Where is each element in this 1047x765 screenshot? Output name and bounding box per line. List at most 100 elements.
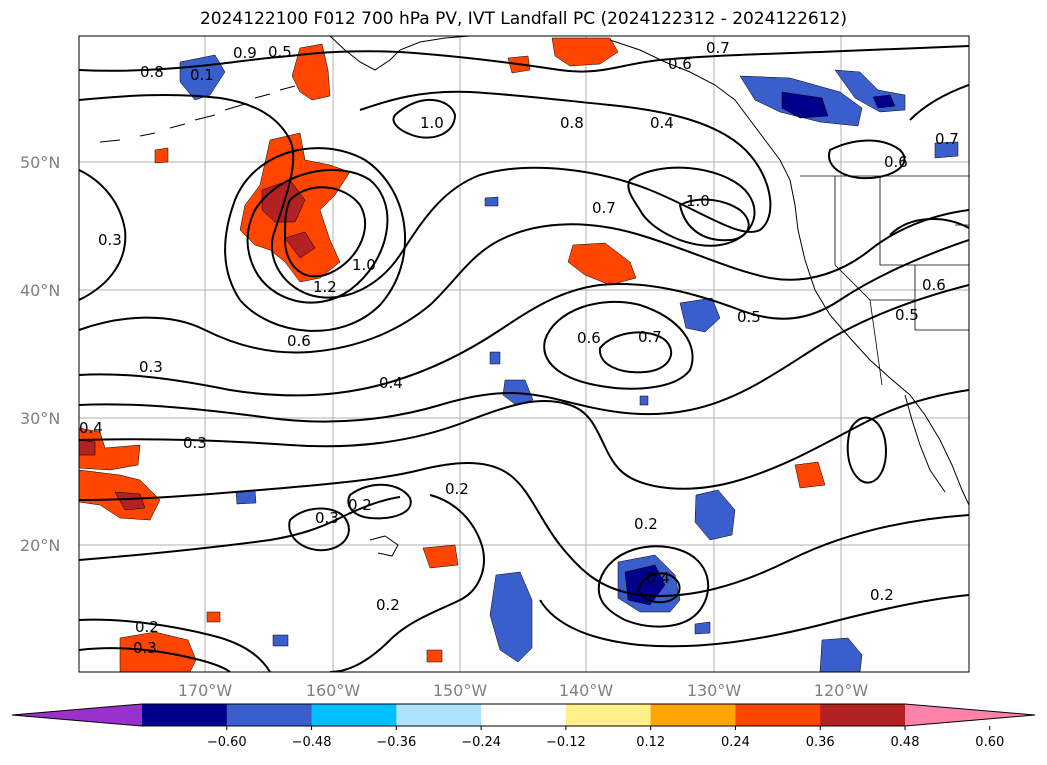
contour-label: 0.2 <box>445 480 469 498</box>
colorbar-segment <box>650 704 736 726</box>
contour-label: 0.4 <box>646 569 670 587</box>
contour-line <box>638 572 681 604</box>
contour-line <box>79 239 969 397</box>
contour-line <box>597 545 710 628</box>
contour-label: 0.3 <box>183 434 207 452</box>
colorbar-tick-label: 0.36 <box>806 735 835 750</box>
lon-label: 140°W <box>559 681 614 700</box>
colorbar-tick-label: 0.12 <box>636 735 665 750</box>
lat-label: 20°N <box>20 536 60 555</box>
colorbar-tick-label: −0.60 <box>207 735 247 750</box>
colorbar-segment <box>481 704 567 726</box>
contour-label: 0.3 <box>98 231 122 249</box>
colorbar-segments <box>11 703 1036 727</box>
contour-label: 0.6 <box>922 276 946 294</box>
contour-label: 0.2 <box>376 596 400 614</box>
positive-anomaly-core <box>114 491 146 511</box>
positive-anomaly-core <box>79 439 96 456</box>
colorbar-extend-min <box>12 704 142 726</box>
positive-anomaly-patch <box>154 147 169 164</box>
colorbar: −0.60 −0.48 −0.36 −0.24 −0.12 0.12 0.24 0.36 0.4… <box>11 703 1036 750</box>
colorbar-segment <box>735 704 821 726</box>
lat-label: 40°N <box>20 281 60 300</box>
colorbar-outline <box>11 703 1036 727</box>
graticule <box>79 36 969 672</box>
contour-label: 0.6 <box>668 55 692 73</box>
pv-contours <box>79 45 969 672</box>
colorbar-tick-label: −0.12 <box>546 735 586 750</box>
negative-anomaly-patch <box>489 571 533 663</box>
contour-label: 0.5 <box>895 306 919 324</box>
contour-label: 0.2 <box>870 586 894 604</box>
contour-label: 0.4 <box>650 114 674 132</box>
latitude-labels: 50°N 40°N 30°N 20°N <box>20 153 60 555</box>
negative-anomaly-core <box>781 91 829 119</box>
colorbar-tick-label: 0.48 <box>891 735 920 750</box>
lon-label: 160°W <box>306 681 361 700</box>
coastlines <box>99 36 969 557</box>
contour-line <box>392 99 457 139</box>
hawaii <box>369 535 399 557</box>
positive-anomaly-patch <box>426 649 443 663</box>
north-america-coast <box>609 39 969 506</box>
contour-line <box>543 300 694 390</box>
contour-line <box>598 331 672 374</box>
positive-anomaly-patch <box>422 544 459 569</box>
longitude-labels: 170°W 160°W 150°W 140°W 130°W 120°W <box>178 681 869 700</box>
contour-label: 1.0 <box>352 256 376 274</box>
negative-anomaly-patch <box>934 141 959 159</box>
colorbar-tick-label: 0.60 <box>975 735 1004 750</box>
contour-label: 0.5 <box>268 43 292 61</box>
contour-label: 1.0 <box>420 114 444 132</box>
colorbar-segment <box>226 704 313 726</box>
contour-line <box>79 494 485 672</box>
contour-line <box>79 209 969 354</box>
contour-line <box>79 284 969 423</box>
contour-line <box>889 218 969 236</box>
contour-label: 0.2 <box>634 515 658 533</box>
contour-label: 0.4 <box>79 419 103 437</box>
lon-label: 170°W <box>178 681 233 700</box>
contour-line <box>79 462 969 597</box>
contour-label: 0.3 <box>133 639 157 657</box>
alaska-coast <box>329 36 471 71</box>
contour-line <box>288 507 350 552</box>
colorbar-segment <box>142 704 228 726</box>
baja-california <box>904 394 946 493</box>
contour-label: 0.7 <box>706 39 730 57</box>
map-title: 2024122100 F012 700 hPa PV, IVT Landfall… <box>199 9 847 29</box>
negative-anomaly-patch <box>639 395 649 406</box>
contour-label: 1.0 <box>686 192 710 210</box>
contour-line <box>79 647 231 672</box>
contour-line <box>846 416 887 484</box>
colorbar-extend-max <box>905 704 1035 726</box>
positive-anomaly-patch <box>567 242 637 286</box>
contour-label: 0.2 <box>135 618 159 636</box>
colorbar-segment <box>311 704 397 726</box>
contour-line <box>246 169 389 304</box>
colorbar-segment <box>565 704 652 726</box>
positive-anomaly-patch <box>79 427 141 471</box>
contour-line <box>79 618 271 672</box>
contour-line <box>347 483 412 520</box>
contour-label: 0.1 <box>190 66 214 84</box>
negative-anomaly-patch <box>694 621 711 635</box>
contour-labels: 0.8 0.1 0.9 0.5 0.7 0.6 0.4 1.0 0.8 0.7 … <box>79 39 959 657</box>
contour-line <box>224 147 407 332</box>
positive-anomaly-core <box>284 231 316 259</box>
lon-label: 130°W <box>687 681 742 700</box>
contour-label: 0.2 <box>348 496 372 514</box>
negative-anomaly-patch <box>484 196 499 207</box>
negative-anomaly-core <box>872 94 896 109</box>
contour-label: 0.8 <box>140 63 164 81</box>
contour-label: 0.6 <box>577 329 601 347</box>
colorbar-segment <box>820 704 906 726</box>
contour-label: 0.4 <box>379 374 403 392</box>
negative-anomaly-patch <box>272 634 289 647</box>
colorbar-ticks: −0.60 −0.48 −0.36 −0.24 −0.12 0.12 0.24 0.36 0.4… <box>207 726 1004 750</box>
negative-anomaly-patch <box>489 351 501 365</box>
contour-label: 0.7 <box>638 328 662 346</box>
contour-line <box>627 166 756 247</box>
contour-label: 0.5 <box>737 308 761 326</box>
